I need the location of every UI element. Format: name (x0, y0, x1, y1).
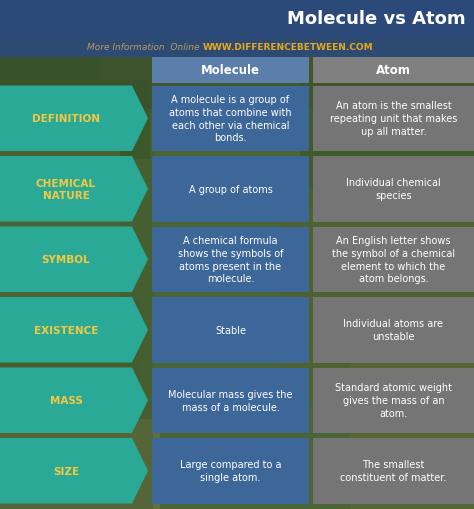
Text: Molecule vs Atom: Molecule vs Atom (287, 10, 466, 28)
Text: An atom is the smallest
repeating unit that makes
up all matter.: An atom is the smallest repeating unit t… (330, 101, 457, 137)
Polygon shape (0, 227, 148, 293)
Text: WWW.DIFFERENCEBETWEEN.COM: WWW.DIFFERENCEBETWEEN.COM (203, 43, 374, 52)
Bar (200, 0, 474, 110)
Bar (152, 157, 309, 222)
Text: Large compared to a
single atom.: Large compared to a single atom. (180, 460, 281, 482)
Bar (152, 227, 309, 293)
Polygon shape (0, 368, 148, 433)
Bar (152, 297, 309, 363)
Bar (0, 150, 120, 309)
Bar (0, 419, 160, 509)
Text: CHEMICAL
NATURE: CHEMICAL NATURE (36, 178, 96, 201)
Bar (313, 297, 474, 363)
Text: Standard atomic weight
gives the mass of an
atom.: Standard atomic weight gives the mass of… (335, 383, 452, 418)
Bar (350, 359, 474, 509)
Bar (300, 0, 474, 210)
Bar (313, 157, 474, 222)
Text: Molecule: Molecule (201, 64, 260, 77)
Text: The smallest
constituent of matter.: The smallest constituent of matter. (340, 460, 447, 482)
Text: Individual chemical
species: Individual chemical species (346, 178, 441, 201)
Text: An English letter shows
the symbol of a chemical
element to which the
atom belon: An English letter shows the symbol of a … (332, 236, 455, 284)
Text: EXISTENCE: EXISTENCE (34, 325, 98, 335)
Text: Stable: Stable (215, 325, 246, 335)
Text: Molecular mass gives the
mass of a molecule.: Molecular mass gives the mass of a molec… (168, 389, 293, 412)
Bar (100, 0, 300, 80)
Bar (313, 438, 474, 503)
Polygon shape (0, 297, 148, 363)
Bar (0, 299, 140, 429)
Text: Individual atoms are
unstable: Individual atoms are unstable (344, 319, 444, 342)
Bar (152, 368, 309, 433)
Bar (0, 38, 474, 58)
Bar (313, 368, 474, 433)
Text: Atom: Atom (376, 64, 411, 77)
Text: SYMBOL: SYMBOL (42, 254, 91, 265)
Text: A molecule is a group of
atoms that combine with
each other via chemical
bonds.: A molecule is a group of atoms that comb… (169, 95, 292, 143)
Bar (0, 0, 153, 509)
Bar (313, 87, 474, 152)
Polygon shape (0, 157, 148, 222)
Text: More Information  Online: More Information Online (87, 43, 199, 52)
Bar (313, 58, 474, 84)
Bar (313, 227, 474, 293)
Text: MASS: MASS (50, 395, 82, 406)
Bar (280, 190, 474, 409)
Polygon shape (0, 87, 148, 152)
Bar (0, 0, 200, 110)
Polygon shape (0, 438, 148, 503)
Bar (0, 0, 150, 160)
Text: A group of atoms: A group of atoms (189, 184, 273, 194)
Text: A chemical formula
shows the symbols of
atoms present in the
molecule.: A chemical formula shows the symbols of … (178, 236, 283, 284)
Bar (152, 58, 309, 84)
Bar (152, 438, 309, 503)
Text: SIZE: SIZE (53, 466, 79, 476)
Bar (0, 0, 474, 38)
Bar (152, 87, 309, 152)
Text: DEFINITION: DEFINITION (32, 114, 100, 124)
